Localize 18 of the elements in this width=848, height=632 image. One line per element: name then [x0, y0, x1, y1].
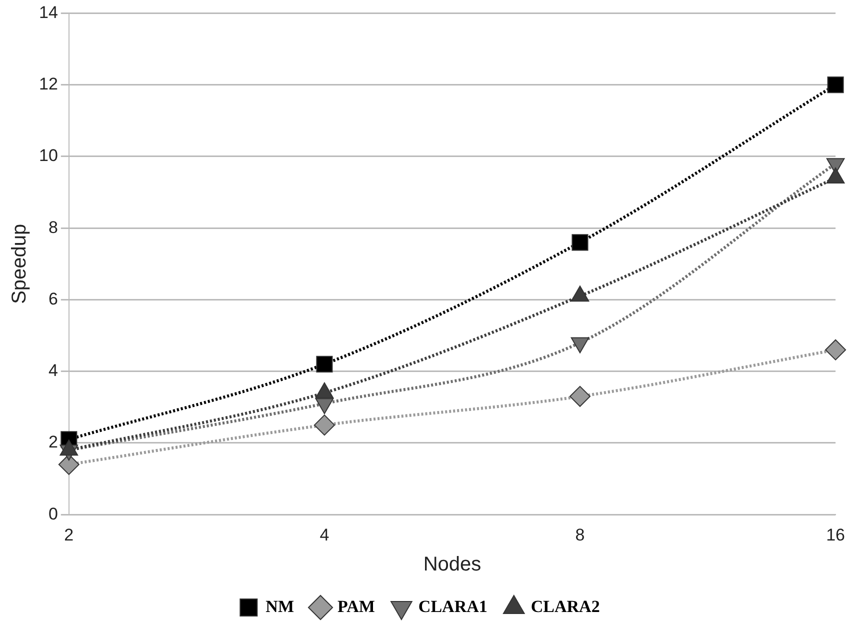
y-tick-label: 14 — [38, 2, 58, 22]
legend-label: CLARA2 — [530, 596, 600, 616]
y-tick-label: 4 — [48, 361, 58, 380]
y-tick-label: 0 — [48, 504, 58, 524]
x-tick-label: 8 — [575, 525, 585, 544]
x-axis-title: Nodes — [423, 554, 482, 576]
x-tick-label: 16 — [826, 525, 846, 544]
x-tick-label: 2 — [64, 525, 74, 544]
legend-label: NM — [266, 596, 294, 616]
legend-label: PAM — [337, 596, 375, 616]
y-tick-label: 2 — [48, 432, 58, 452]
x-tick-label: 4 — [320, 525, 330, 544]
y-axis-title: Speedup — [8, 224, 31, 304]
y-tick-label: 12 — [38, 74, 58, 94]
y-tick-label: 8 — [48, 218, 58, 237]
y-tick-label: 6 — [48, 289, 58, 308]
y-tick-label: 10 — [38, 146, 58, 166]
legend-label: CLARA1 — [418, 596, 488, 616]
